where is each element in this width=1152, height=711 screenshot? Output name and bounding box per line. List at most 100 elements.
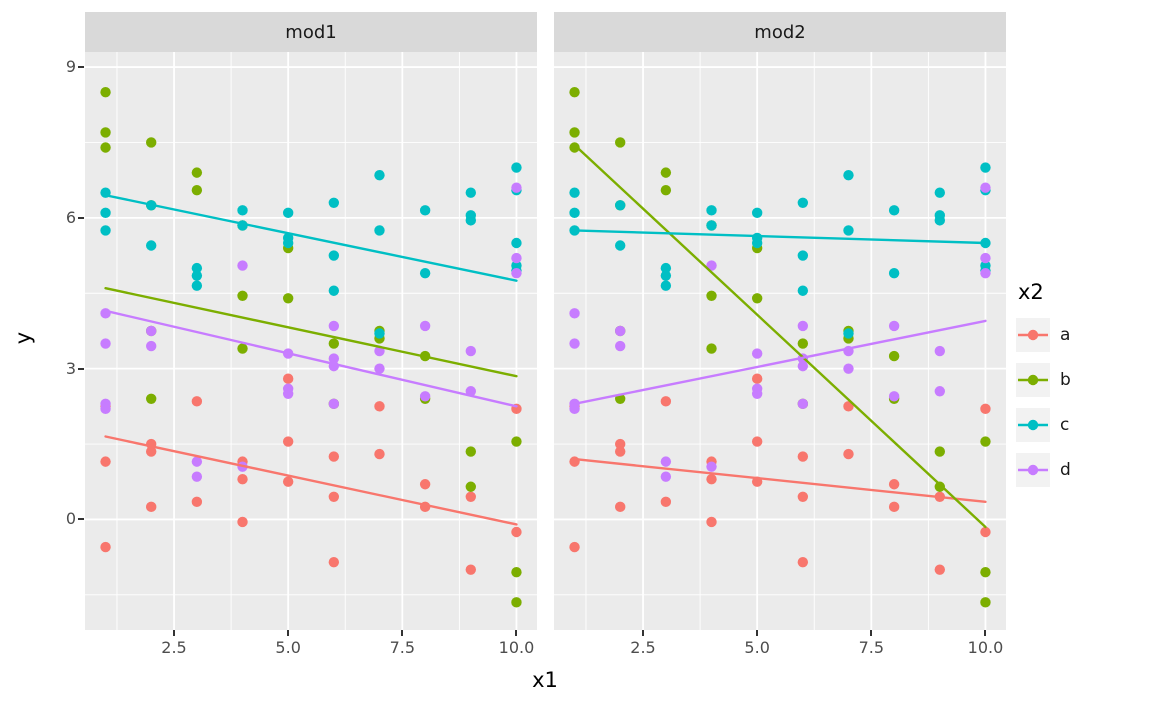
x-tick-mark (515, 630, 518, 636)
data-point-c (888, 205, 900, 216)
data-point-a (100, 541, 111, 553)
data-point-d (888, 320, 900, 332)
data-point-c (191, 280, 203, 291)
x-tick-label: 10.0 (498, 638, 535, 657)
data-point-b (569, 127, 580, 138)
data-point-a (706, 474, 717, 485)
data-point-a (100, 456, 111, 467)
legend-item-c: c (1016, 408, 1148, 442)
y-tick-label: 0 (65, 509, 76, 529)
y-tick-label: 3 (65, 358, 76, 378)
data-point-c (934, 215, 945, 226)
fit-line-b (573, 143, 987, 529)
data-point-b (797, 338, 809, 349)
data-point-b (100, 142, 111, 153)
x-tick-label: 10.0 (967, 638, 1004, 657)
data-point-a (615, 446, 626, 457)
data-point-c (282, 237, 294, 249)
data-point-d (751, 388, 763, 399)
legend-label-c: c (1060, 415, 1070, 435)
fit-line-d (573, 319, 987, 406)
data-point-b (191, 185, 203, 196)
data-point-d (191, 456, 203, 467)
data-point-c (843, 328, 854, 339)
data-point-b (751, 293, 763, 304)
facet-strip-mod1: mod1 (85, 12, 537, 52)
data-point-d (328, 398, 340, 410)
data-point-c (100, 225, 111, 236)
data-point-c (797, 197, 809, 208)
y-tick-label: 6 (65, 207, 76, 227)
data-point-a (797, 451, 809, 462)
data-point-c (980, 162, 991, 173)
data-point-a (237, 516, 248, 528)
data-point-b (569, 142, 580, 153)
legend-key-point (1027, 464, 1039, 476)
data-point-b (980, 567, 991, 578)
fit-line-c (573, 229, 987, 245)
legend-key-point (1027, 329, 1039, 341)
data-point-c (100, 207, 111, 219)
data-point-b (191, 167, 203, 178)
data-point-c (191, 262, 203, 274)
data-point-d (660, 456, 672, 467)
x-tick-mark (401, 630, 404, 636)
data-point-c (660, 280, 672, 291)
data-point-a (465, 564, 476, 575)
data-point-a (374, 448, 385, 460)
legend-item-d: d (1016, 453, 1148, 487)
legend-title: x2 (1018, 280, 1044, 304)
x-tick-label: 2.5 (161, 638, 187, 657)
data-point-a (615, 501, 626, 513)
facet-strip-mod2: mod2 (554, 12, 1006, 52)
data-point-b (237, 343, 248, 354)
data-point-d (419, 320, 431, 332)
x-tick-label: 2.5 (630, 638, 656, 657)
legend-item-b: b (1016, 363, 1148, 397)
data-point-c (797, 285, 809, 296)
legend-items: a b c d (1016, 318, 1148, 487)
data-point-a (146, 446, 157, 457)
data-point-c (751, 207, 763, 219)
data-point-d (100, 338, 111, 349)
data-point-a (282, 373, 294, 384)
data-point-c (569, 187, 580, 198)
data-point-d (843, 363, 854, 374)
data-point-b (980, 597, 991, 608)
legend-key-b (1016, 363, 1050, 397)
data-point-a (706, 516, 717, 528)
data-point-d (569, 403, 580, 415)
legend-item-a: a (1016, 318, 1148, 352)
data-point-d (615, 340, 626, 352)
data-point-b (328, 338, 340, 349)
y-tick-mark (78, 216, 84, 219)
data-point-a (191, 396, 203, 407)
data-point-d (465, 386, 476, 397)
data-point-d (751, 348, 763, 359)
y-tick-mark (78, 66, 84, 69)
data-point-d (569, 338, 580, 349)
data-point-d (980, 252, 991, 264)
data-point-d (146, 325, 157, 337)
data-point-d (374, 363, 385, 374)
data-point-d (660, 471, 672, 482)
data-point-b (888, 350, 900, 362)
data-point-c (191, 270, 203, 281)
data-point-d (511, 267, 522, 279)
panel-background (554, 52, 1006, 630)
data-point-c (328, 285, 340, 296)
data-point-b (237, 290, 248, 301)
data-point-c (706, 205, 717, 216)
data-point-d (888, 391, 900, 402)
data-point-a (888, 501, 900, 513)
data-point-b (146, 137, 157, 148)
data-point-b (511, 597, 522, 608)
y-tick-mark (78, 518, 84, 521)
data-point-a (980, 526, 991, 538)
x-tick-mark (287, 630, 290, 636)
data-point-c (374, 169, 385, 181)
data-point-c (660, 270, 672, 281)
legend-label-b: b (1060, 370, 1071, 390)
data-point-a (660, 496, 672, 508)
